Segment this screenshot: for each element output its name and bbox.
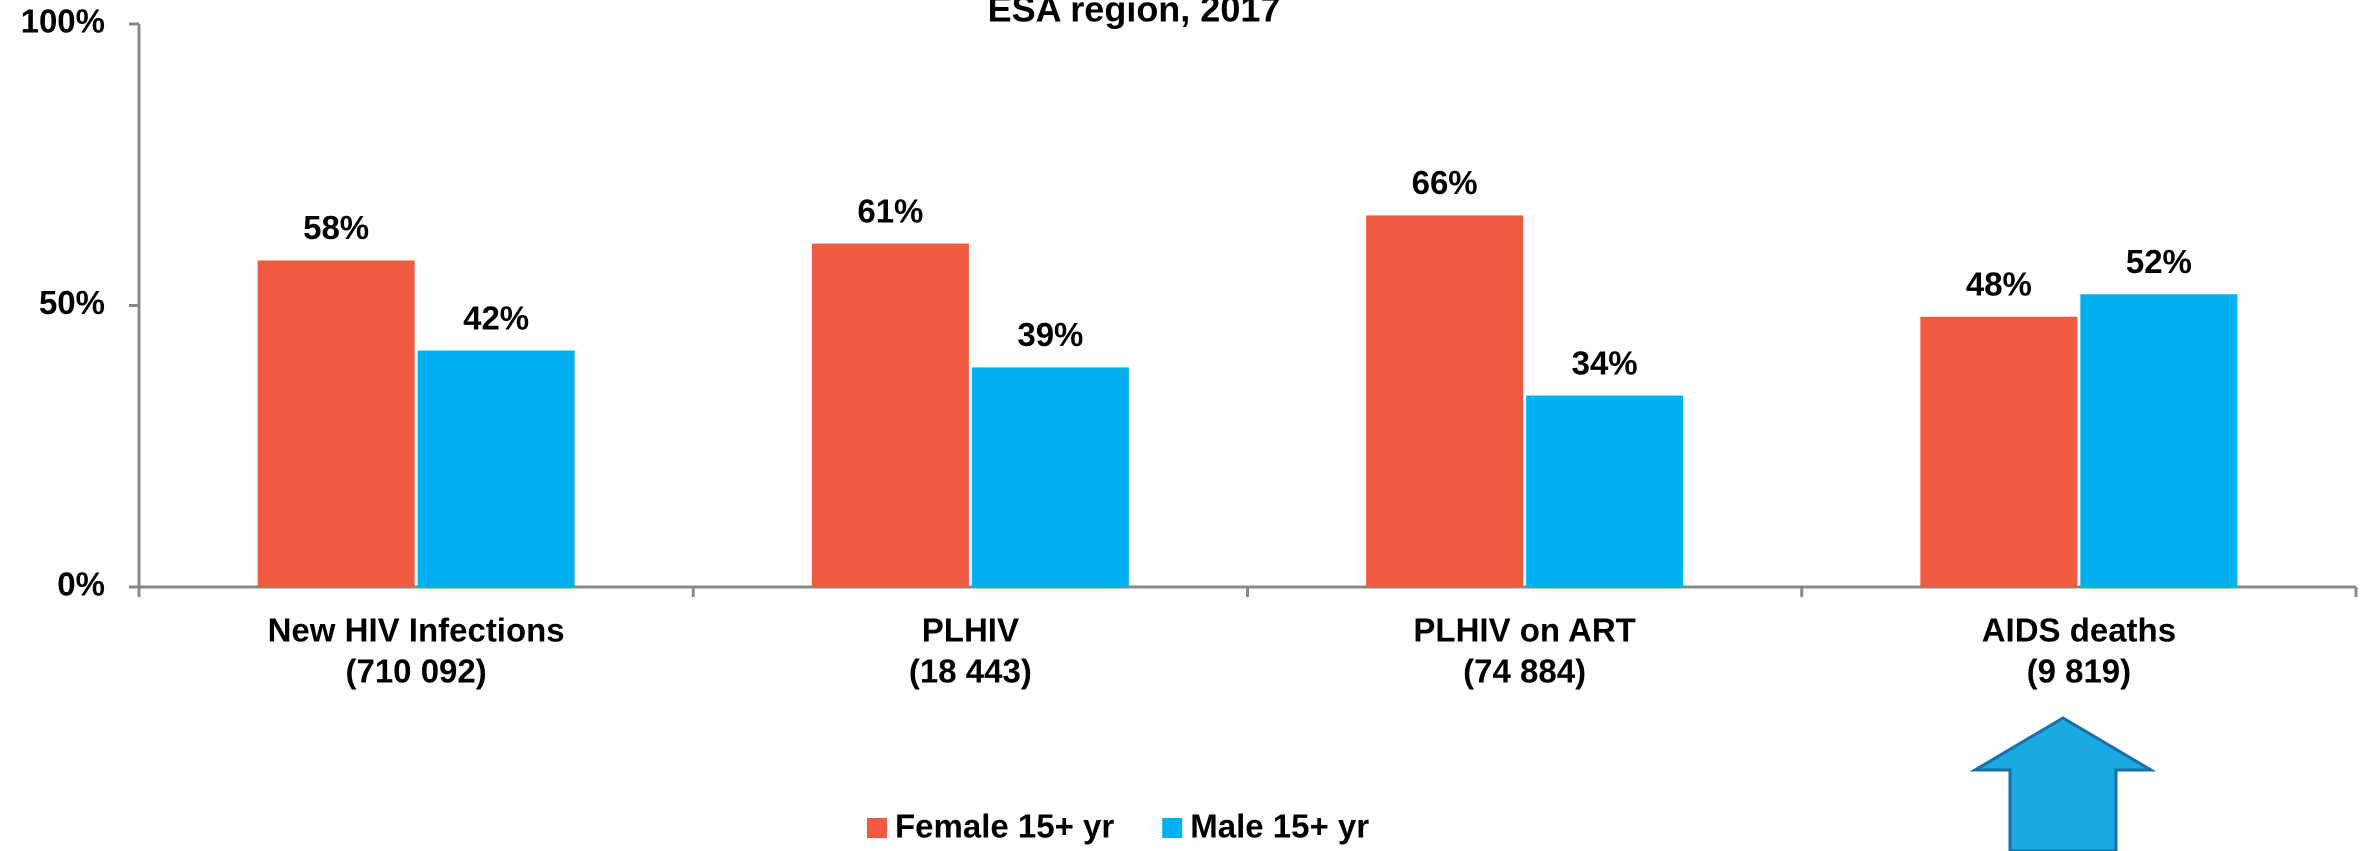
highlight-arrow [1969, 716, 2157, 851]
bar [811, 243, 969, 587]
legend-label: Male 15+ yr [1190, 808, 1369, 845]
legend-label: Female 15+ yr [895, 808, 1114, 845]
y-tick-label: 50% [39, 284, 105, 321]
arrow [1969, 716, 2157, 851]
x-tick-label: New HIV Infections [268, 612, 565, 649]
data-label: 61% [857, 192, 923, 229]
bar [1366, 215, 1524, 588]
data-label: 66% [1412, 164, 1478, 201]
legend-swatch [1162, 818, 1183, 838]
data-label: 42% [463, 299, 529, 336]
data-label: 39% [1017, 316, 1083, 353]
bar [2080, 294, 2238, 587]
y-tick-label: 0% [57, 566, 105, 603]
bar [971, 367, 1129, 587]
data-label: 52% [2126, 243, 2192, 280]
x-tick-label: AIDS deaths [1982, 612, 2176, 649]
bar [257, 260, 415, 587]
legend-swatch [867, 818, 887, 838]
x-tick-label: (74 884) [1463, 653, 1586, 690]
data-label: 48% [1966, 265, 2032, 302]
bar [417, 350, 575, 587]
data-label: 58% [303, 209, 369, 246]
data-label: 34% [1572, 344, 1638, 381]
y-tick-label: 100% [21, 3, 105, 40]
chart-title: ESA region, 2017 [988, 0, 1281, 30]
bar [1526, 395, 1684, 587]
x-tick-label: (9 819) [2027, 653, 2132, 690]
x-tick-label: PLHIV on ART [1413, 612, 1635, 649]
x-tick-label: (18 443) [909, 653, 1032, 690]
x-tick-label: (710 092) [345, 653, 486, 690]
x-tick-label: PLHIV [922, 612, 1019, 649]
bar [1920, 316, 2078, 587]
